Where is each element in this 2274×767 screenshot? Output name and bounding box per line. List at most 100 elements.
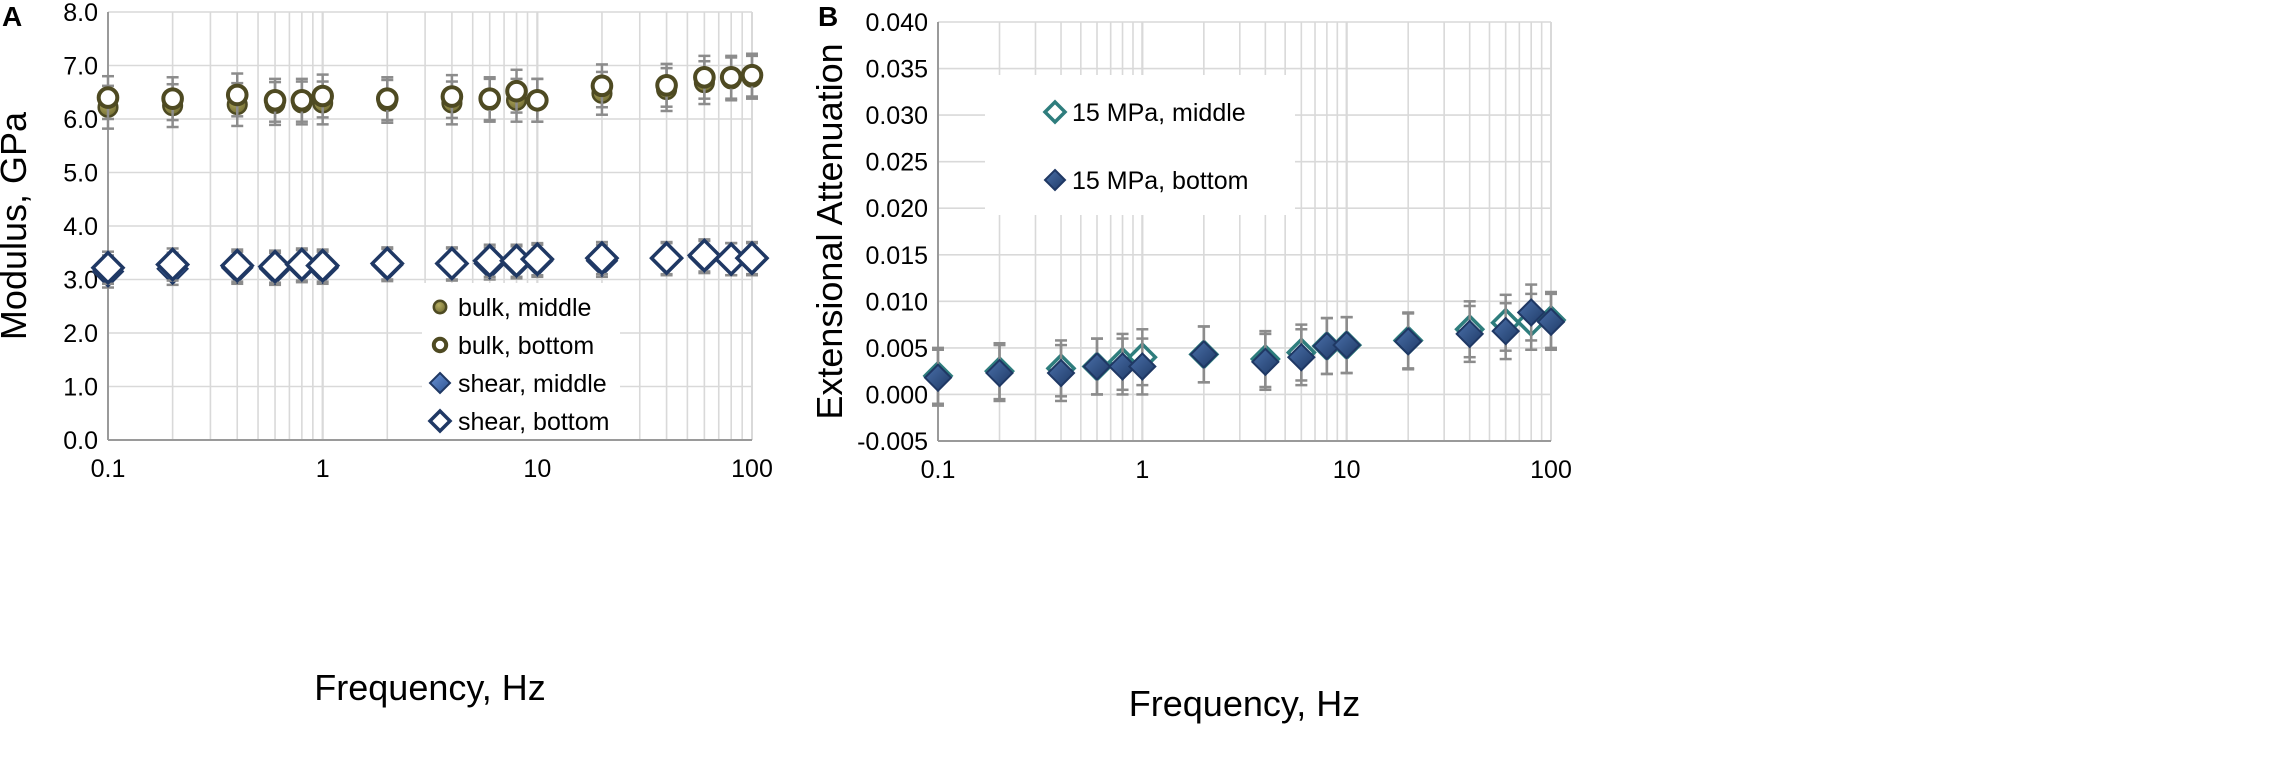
data-point xyxy=(1455,319,1485,349)
legend-entries: bulk, middle bulk, bottom shear, middle she… xyxy=(422,283,620,439)
y-tick-label: 1.0 xyxy=(63,374,98,402)
y-tick-label: 7.0 xyxy=(63,53,98,81)
y-tick-label: 0.010 xyxy=(865,288,928,316)
panel-b: 0.1 1 10 100 -0.005 0.000 0.005 0.010 0.015 0.020… xyxy=(809,1,1572,724)
data-point xyxy=(519,241,555,277)
data-point xyxy=(649,240,685,276)
data-point xyxy=(1082,352,1112,381)
y-axis-label: Modulus, GPa xyxy=(0,111,34,340)
y-tick-label: 5.0 xyxy=(63,160,98,188)
data-point xyxy=(225,83,249,107)
data-point xyxy=(1332,330,1362,360)
legend-label: 15 MPa, bottom xyxy=(1072,167,1248,195)
data-point xyxy=(440,85,464,108)
series-15-mpa-bottom xyxy=(923,283,1566,407)
data-point xyxy=(985,358,1014,388)
data-point xyxy=(155,247,191,282)
legend-entries: 15 MPa, middle 15 MPa, bottom xyxy=(985,75,1295,215)
y-tick-label: 0.005 xyxy=(865,335,928,363)
data-point xyxy=(369,245,405,281)
x-tick-label: 0.1 xyxy=(91,455,126,483)
y-tick-label: 0.015 xyxy=(865,242,928,270)
y-tick-label: 2.0 xyxy=(63,320,98,348)
legend-marker xyxy=(428,371,452,395)
x-tick-label: 10 xyxy=(523,455,551,483)
data-point xyxy=(1393,326,1423,356)
y-tick-label: 0.0 xyxy=(63,427,98,455)
legend-marker xyxy=(431,336,449,354)
legend-label: bulk, bottom xyxy=(458,332,594,360)
legend-label: shear, bottom xyxy=(458,408,609,436)
y-tick-label: 8.0 xyxy=(63,0,98,27)
panel-label: B xyxy=(818,1,838,32)
data-point xyxy=(1286,342,1316,372)
y-tick-label: 0.035 xyxy=(865,56,928,84)
data-point xyxy=(1189,339,1219,369)
data-point xyxy=(472,243,508,279)
x-tick-label: 100 xyxy=(1530,456,1572,484)
legend-marker xyxy=(1042,99,1068,125)
y-axis-label: Extensional Attenuation xyxy=(809,43,850,419)
data-point xyxy=(505,79,528,103)
series-shear-bottom xyxy=(90,237,770,286)
data-point xyxy=(719,65,743,89)
data-point xyxy=(734,240,770,276)
x-tick-label: 100 xyxy=(731,455,773,483)
data-point xyxy=(375,87,399,110)
data-point xyxy=(90,250,126,286)
data-point xyxy=(1108,352,1137,381)
y-tick-label: 6.0 xyxy=(63,106,98,134)
series-bulk-bottom xyxy=(96,52,764,123)
y-tick-label: 0.040 xyxy=(865,9,928,37)
panel-a: 0.1 1 10 1000.01.02.03.04.05.06.07.08.0Freq… xyxy=(0,0,773,708)
data-point xyxy=(263,88,287,112)
data-point xyxy=(584,240,620,276)
data-point xyxy=(655,73,678,97)
data-point xyxy=(1250,347,1280,377)
data-point xyxy=(590,74,614,98)
y-tick-label: 0.025 xyxy=(865,149,928,177)
x-tick-label: 10 xyxy=(1333,456,1361,484)
data-point xyxy=(219,248,255,284)
legend-marker xyxy=(1043,168,1067,192)
legend-label: shear, middle xyxy=(458,370,607,398)
data-point xyxy=(1491,316,1521,346)
legend-box xyxy=(985,75,1295,215)
x-axis-label: Frequency, Hz xyxy=(314,667,545,708)
data-point xyxy=(693,65,716,89)
data-point xyxy=(1127,352,1157,381)
legend-label: bulk, middle xyxy=(458,294,591,322)
data-point xyxy=(311,84,334,108)
y-tick-label: 4.0 xyxy=(63,213,98,241)
data-point xyxy=(923,363,953,393)
data-point xyxy=(1312,331,1342,361)
data-point xyxy=(434,245,470,281)
data-point xyxy=(526,88,549,112)
data-point xyxy=(1516,298,1546,327)
y-tick-label: 0.020 xyxy=(865,195,928,223)
y-tick-label: -0.005 xyxy=(857,428,928,456)
data-point xyxy=(686,237,722,273)
y-tick-label: 0.030 xyxy=(865,102,928,130)
x-axis-label: Frequency, Hz xyxy=(1129,683,1360,724)
legend-box xyxy=(422,283,620,439)
x-tick-label: 1 xyxy=(1135,456,1149,484)
legend-marker xyxy=(432,299,448,315)
y-tick-label: 0.000 xyxy=(865,381,928,409)
data-point xyxy=(1046,358,1076,388)
data-point xyxy=(161,87,184,110)
x-tick-label: 1 xyxy=(316,455,330,483)
data-point xyxy=(740,63,764,87)
data-point xyxy=(478,87,502,110)
panel-label: A xyxy=(2,1,22,32)
data-point xyxy=(96,86,120,109)
data-point xyxy=(290,88,314,112)
data-point xyxy=(1536,307,1566,337)
data-point xyxy=(305,248,341,284)
data-point xyxy=(257,249,293,285)
legend-label: 15 MPa, middle xyxy=(1072,99,1246,127)
x-tick-label: 0.1 xyxy=(921,456,956,484)
legend-marker xyxy=(427,408,453,434)
